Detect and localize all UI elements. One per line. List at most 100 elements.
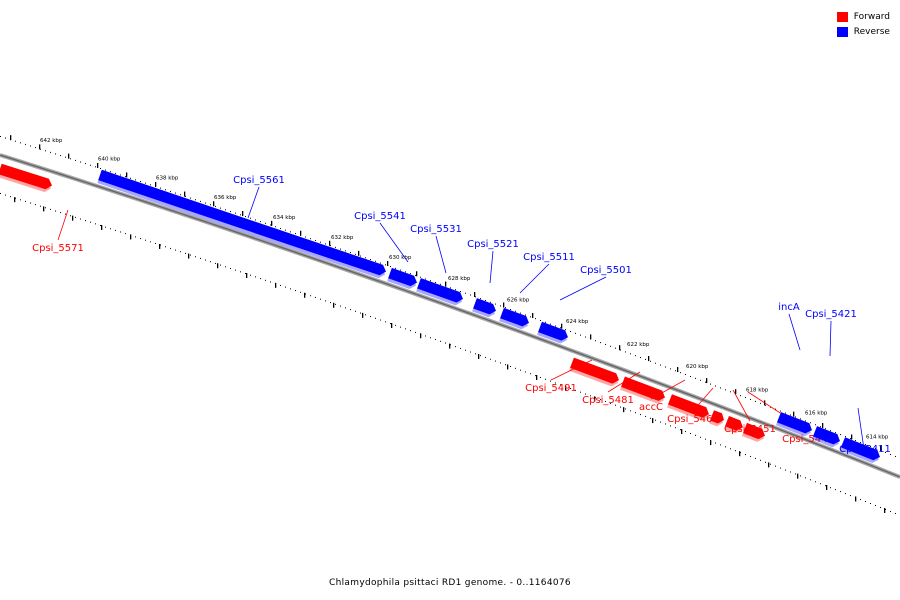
- gene-label[interactable]: Cpsi_5571: [32, 243, 84, 254]
- scale-dot: [770, 463, 771, 465]
- scale-dot: [65, 213, 66, 215]
- gene-label[interactable]: Cpsi_5491: [525, 383, 577, 394]
- scale-dot: [70, 215, 71, 217]
- gene-accC[interactable]: [666, 394, 711, 422]
- gene-Cpsi_5571[interactable]: [0, 163, 54, 194]
- scale-dot: [145, 239, 146, 241]
- gene-arrow: [840, 437, 881, 461]
- gene-arrow: [668, 394, 710, 418]
- scale-dot: [715, 385, 716, 387]
- scale-dot: [895, 512, 896, 514]
- gene-Cpsi_5411[interactable]: [839, 437, 882, 465]
- scale-dot: [445, 342, 446, 344]
- gene-label[interactable]: incA: [778, 302, 800, 313]
- scale-tick: [652, 418, 654, 424]
- scale-dot: [845, 436, 846, 438]
- scale-tick: [217, 263, 219, 269]
- scale-dot: [750, 398, 751, 400]
- scale-dot: [385, 264, 386, 266]
- scale-dot: [730, 448, 731, 450]
- gene-arrow: [776, 412, 812, 434]
- scale-tick: [246, 273, 248, 279]
- scale-dot: [255, 276, 256, 278]
- gene-Cpsi_5451[interactable]: [723, 415, 745, 435]
- gene-label[interactable]: Cpsi_5411: [839, 444, 891, 455]
- gene-label[interactable]: Cpsi_5421: [805, 309, 857, 320]
- gene-label[interactable]: Cpsi_5441: [782, 434, 834, 445]
- scale-dot: [365, 314, 366, 316]
- scale-dot: [500, 362, 501, 364]
- scale-dot: [5, 137, 6, 139]
- scale-dot: [625, 408, 626, 410]
- scale-dot: [780, 467, 781, 469]
- gene-label[interactable]: Cpsi_5531: [410, 224, 462, 235]
- scale-dot: [25, 143, 26, 145]
- scale-dot: [800, 418, 801, 420]
- gene-label[interactable]: Cpsi_5561: [233, 175, 285, 186]
- scale-dot: [325, 243, 326, 245]
- gene-leader-line: [829, 320, 832, 357]
- scale-dot: [430, 280, 431, 282]
- kbp-tick-label: 640 kbp: [98, 157, 121, 163]
- scale-dot: [20, 199, 21, 201]
- scale-dot: [650, 417, 651, 419]
- scale-dot: [425, 278, 426, 280]
- gene-arrow: [570, 357, 620, 384]
- scale-dot: [745, 397, 746, 399]
- scale-tick: [43, 206, 45, 212]
- scale-dot: [740, 452, 741, 454]
- scale-tick: [445, 281, 447, 287]
- scale-dot: [335, 303, 336, 305]
- gene-label[interactable]: Cpsi_5541: [354, 211, 406, 222]
- gene-label[interactable]: Cpsi_5511: [523, 252, 575, 263]
- scale-dot: [815, 481, 816, 483]
- gene-label[interactable]: Cpsi_5461: [667, 414, 719, 425]
- scale-dot: [840, 434, 841, 436]
- scale-dot: [300, 291, 301, 293]
- kbp-tick-label: 642 kbp: [40, 138, 63, 144]
- scale-tick: [329, 240, 331, 246]
- scale-dot: [660, 421, 661, 423]
- scale-dot: [125, 176, 126, 178]
- gene-Cpsi_5511[interactable]: [499, 307, 531, 331]
- scale-dot: [710, 383, 711, 385]
- gene-label[interactable]: Cpsi_5481: [582, 395, 634, 406]
- gene-Cpsi_5421[interactable]: [811, 426, 842, 449]
- gene-label[interactable]: Cpsi_5521: [467, 239, 519, 250]
- gene-Cpsi_5501[interactable]: [537, 321, 570, 345]
- scale-dot: [885, 451, 886, 453]
- genome-caption: Chlamydophila psittaci RD1 genome. - 0..…: [329, 578, 571, 588]
- scale-dot: [575, 332, 576, 334]
- scale-dot: [60, 212, 61, 214]
- scale-dot: [730, 391, 731, 393]
- scale-dot: [70, 158, 71, 160]
- gene-Cpsi_5491[interactable]: [569, 357, 621, 389]
- gene-arrow: [500, 307, 529, 327]
- scale-dot: [655, 419, 656, 421]
- gene-label[interactable]: accC: [639, 402, 663, 413]
- scale-dot: [405, 271, 406, 273]
- gene-Cpsi_5531[interactable]: [416, 278, 465, 307]
- scale-dot: [790, 414, 791, 416]
- scale-dot: [285, 229, 286, 231]
- scale-tick: [826, 485, 828, 491]
- gene-label[interactable]: Cpsi_5501: [580, 265, 632, 276]
- gene-Cpsi_5561[interactable]: [97, 169, 387, 280]
- scale-dot: [175, 249, 176, 251]
- gene-Cpsi_5441[interactable]: [741, 422, 767, 444]
- scale-dot: [195, 256, 196, 258]
- scale-dot: [830, 430, 831, 432]
- scale-tick: [126, 172, 128, 178]
- gene-Cpsi_5521[interactable]: [472, 298, 498, 319]
- gene-incA[interactable]: [775, 412, 814, 438]
- scale-dot: [260, 278, 261, 280]
- scale-tick: [594, 396, 596, 402]
- scale-dot: [700, 436, 701, 438]
- gene-Cpsi_5461[interactable]: [708, 410, 726, 428]
- scale-dot: [465, 349, 466, 351]
- gene-Cpsi_5541[interactable]: [387, 267, 419, 291]
- gene-arrow: [0, 163, 53, 190]
- scale-dot: [380, 262, 381, 264]
- scale-dot: [775, 465, 776, 467]
